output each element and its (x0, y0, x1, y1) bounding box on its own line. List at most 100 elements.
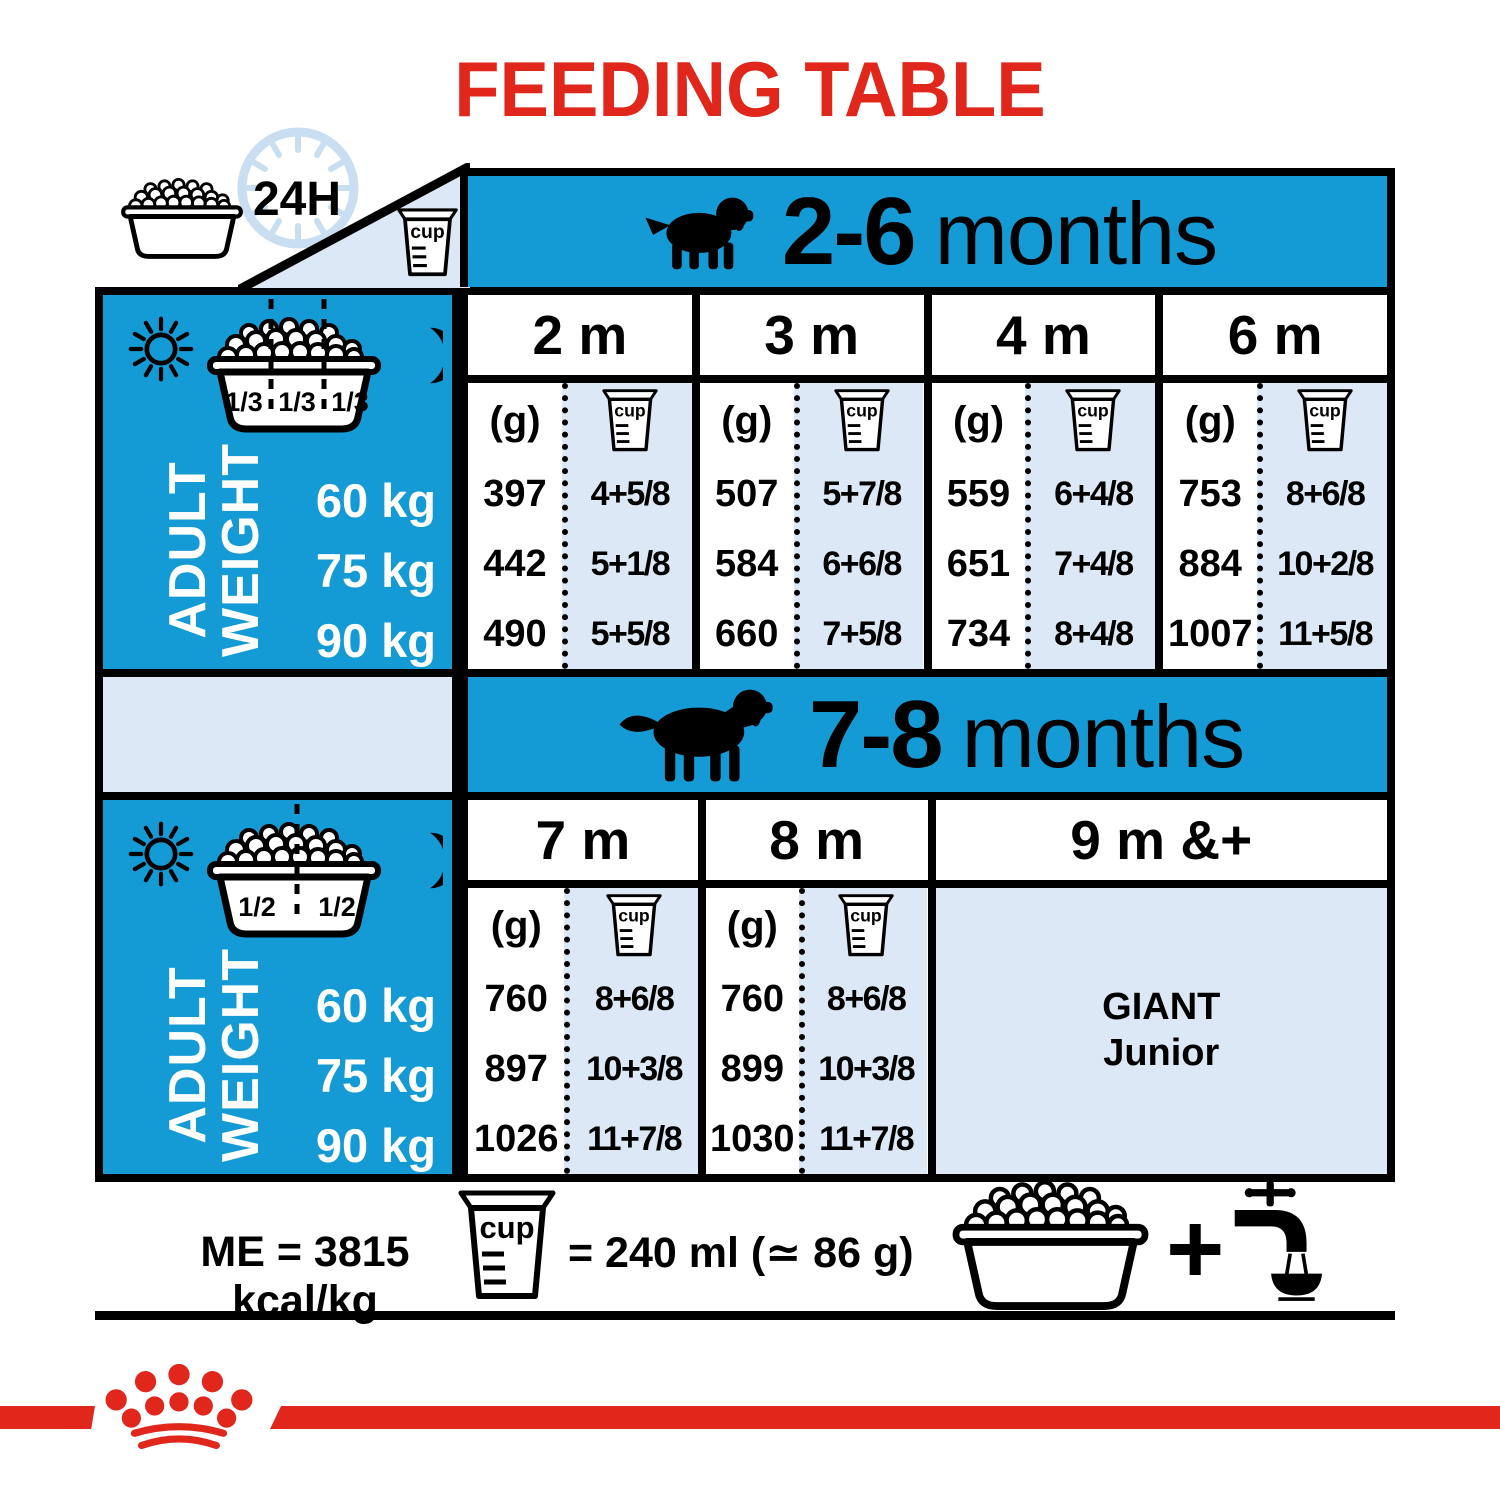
fraction-label: 1/2 (318, 892, 356, 922)
month-header: 6 m (1163, 295, 1387, 383)
cup-equivalence-label: = 240 ml (≃ 86 g) (568, 1229, 914, 1277)
grams-value: 897 (484, 1047, 548, 1090)
measuring-cup-icon (605, 894, 663, 958)
weight-row-label: 90 kg (315, 1119, 436, 1172)
food-bowl-icon (112, 178, 252, 262)
giant-junior-cell: GIANT Junior (935, 888, 1387, 1174)
cup-icon-cell (805, 888, 928, 964)
moon-icon (395, 830, 443, 891)
cup-icon-cell (800, 383, 924, 459)
grams-value: 899 (720, 1047, 785, 1090)
cups-value: 5+7/8 (822, 474, 902, 513)
measuring-cup-icon (396, 208, 459, 278)
cup-icon-cell (1031, 383, 1155, 459)
fraction-label: 1/3 (278, 387, 316, 417)
age-unit: months (934, 183, 1219, 283)
cups-value: 10+3/8 (586, 1049, 683, 1088)
product-name-line: GIANT (1102, 986, 1221, 1028)
product-name-line: Junior (1103, 1032, 1220, 1074)
month-column-4m: 4 m (g) 559 651 734 6+4/8 7+4/8 8+4/8 (923, 295, 1156, 669)
grams-value: 884 (1178, 542, 1242, 585)
section-2-6-left-panel: 1/3 1/3 1/3 ADULT WEIGHT 60 kg 75 kg 90 … (95, 287, 460, 677)
section-7-8-header: 7-8 months (460, 677, 1395, 792)
cups-value: 8+6/8 (1285, 474, 1366, 513)
cup-icon-cell (570, 888, 697, 964)
cups-value: 7+5/8 (822, 614, 902, 653)
weight-row-label: 75 kg (315, 544, 436, 597)
month-column-7m: 7 m (g) 760 897 1026 8+6/8 10+3/8 11+7/8 (468, 800, 698, 1174)
grams-unit-label: (g) (489, 398, 541, 443)
measuring-cup-icon (1296, 389, 1354, 453)
grams-value: 760 (720, 977, 785, 1020)
grams-value: 397 (483, 472, 547, 515)
weight-row-label: 60 kg (315, 979, 436, 1032)
cup-icon-cell (568, 383, 692, 459)
age-range: 7-8 (808, 680, 944, 788)
measuring-cup-icon (601, 389, 659, 453)
grams-value: 1030 (710, 1117, 795, 1160)
month-header: 9 m &+ (935, 800, 1387, 888)
cups-value: 4+5/8 (590, 474, 671, 513)
month-header: 2 m (468, 295, 692, 383)
cups-value: 11+7/8 (587, 1119, 683, 1158)
plus-sign: + (1166, 1193, 1225, 1305)
food-bowl-icon (938, 1180, 1163, 1315)
measuring-cup-icon (1064, 389, 1122, 453)
grams-value: 651 (946, 542, 1011, 585)
royal-canin-crown-logo (105, 1364, 253, 1450)
grams-value: 660 (715, 612, 779, 655)
grams-unit-label: (g) (1184, 398, 1236, 443)
fraction-label: 1/3 (331, 387, 369, 417)
cups-value: 10+2/8 (1277, 544, 1374, 583)
grams-value: 1007 (1167, 612, 1253, 655)
cups-value: 8+4/8 (1054, 614, 1134, 653)
footer-divider (95, 1311, 1395, 1320)
grams-value: 584 (715, 542, 779, 585)
section-age-label: 7-8 months (808, 680, 1245, 790)
clock-24h-icon (237, 127, 359, 249)
grams-value: 1026 (473, 1117, 559, 1160)
grams-unit-label: (g) (952, 398, 1005, 443)
weight-row-label: 75 kg (315, 1049, 436, 1102)
month-column-9m-plus: 9 m &+ GIANT Junior (927, 800, 1387, 1174)
cup-icon-cell (1263, 383, 1387, 459)
24h-label: 24H (252, 173, 342, 226)
adult-dog-icon (619, 689, 773, 781)
weight-row-label: 90 kg (315, 614, 436, 667)
puppy-icon (645, 197, 754, 269)
bowl-halves-icon: 1/2 1/2 (187, 804, 401, 944)
sun-icon (127, 820, 195, 888)
month-column-6m: 6 m (g) 753 884 1007 8+6/8 10+2/8 11+5/8 (1155, 295, 1387, 669)
month-header: 4 m (931, 295, 1156, 383)
fraction-label: 1/2 (238, 892, 276, 922)
cups-value: 7+4/8 (1054, 544, 1134, 583)
brand-line-left (0, 1406, 95, 1429)
water-faucet-icon (1234, 1180, 1322, 1301)
section-2-6-grid: 2 m (g) 397 442 490 4+5/8 5+1/8 5+5/8 (460, 287, 1395, 677)
fraction-label: 1/3 (225, 387, 263, 417)
page-title: FEEDING TABLE (454, 45, 1046, 133)
cups-value: 8+6/8 (826, 979, 907, 1018)
moon-icon (395, 325, 443, 386)
grams-unit-label: (g) (490, 903, 542, 948)
grams-value: 559 (946, 472, 1011, 515)
cups-value: 11+5/8 (1278, 614, 1374, 653)
section-2-6-header: 2-6 months (460, 168, 1395, 287)
cups-value: 10+3/8 (818, 1049, 915, 1088)
month-column-2m: 2 m (g) 397 442 490 4+5/8 5+1/8 5+5/8 (468, 295, 692, 669)
section-7-8-grid: 7 m (g) 760 897 1026 8+6/8 10+3/8 11+7/8 (460, 792, 1395, 1182)
section-7-8-left-panel: 1/2 1/2 ADULT WEIGHT 60 kg 75 kg 90 kg (95, 792, 460, 1182)
month-column-8m: 8 m (g) 760 899 1030 8+6/8 10+3/8 11+7/8 (697, 800, 928, 1174)
measuring-cup-icon (833, 389, 891, 453)
cups-value: 8+6/8 (594, 979, 675, 1018)
age-range: 2-6 (781, 177, 917, 285)
grams-value: 734 (946, 612, 1011, 655)
grams-unit-label: (g) (726, 903, 778, 948)
measuring-cup-icon (837, 894, 895, 958)
brand-line-right (270, 1406, 1500, 1429)
month-column-3m: 3 m (g) 507 584 660 5+7/8 6+6/8 7+5/8 (691, 295, 924, 669)
grams-value: 507 (715, 472, 779, 515)
cups-value: 6+4/8 (1054, 474, 1134, 513)
cups-value: 11+7/8 (819, 1119, 915, 1158)
